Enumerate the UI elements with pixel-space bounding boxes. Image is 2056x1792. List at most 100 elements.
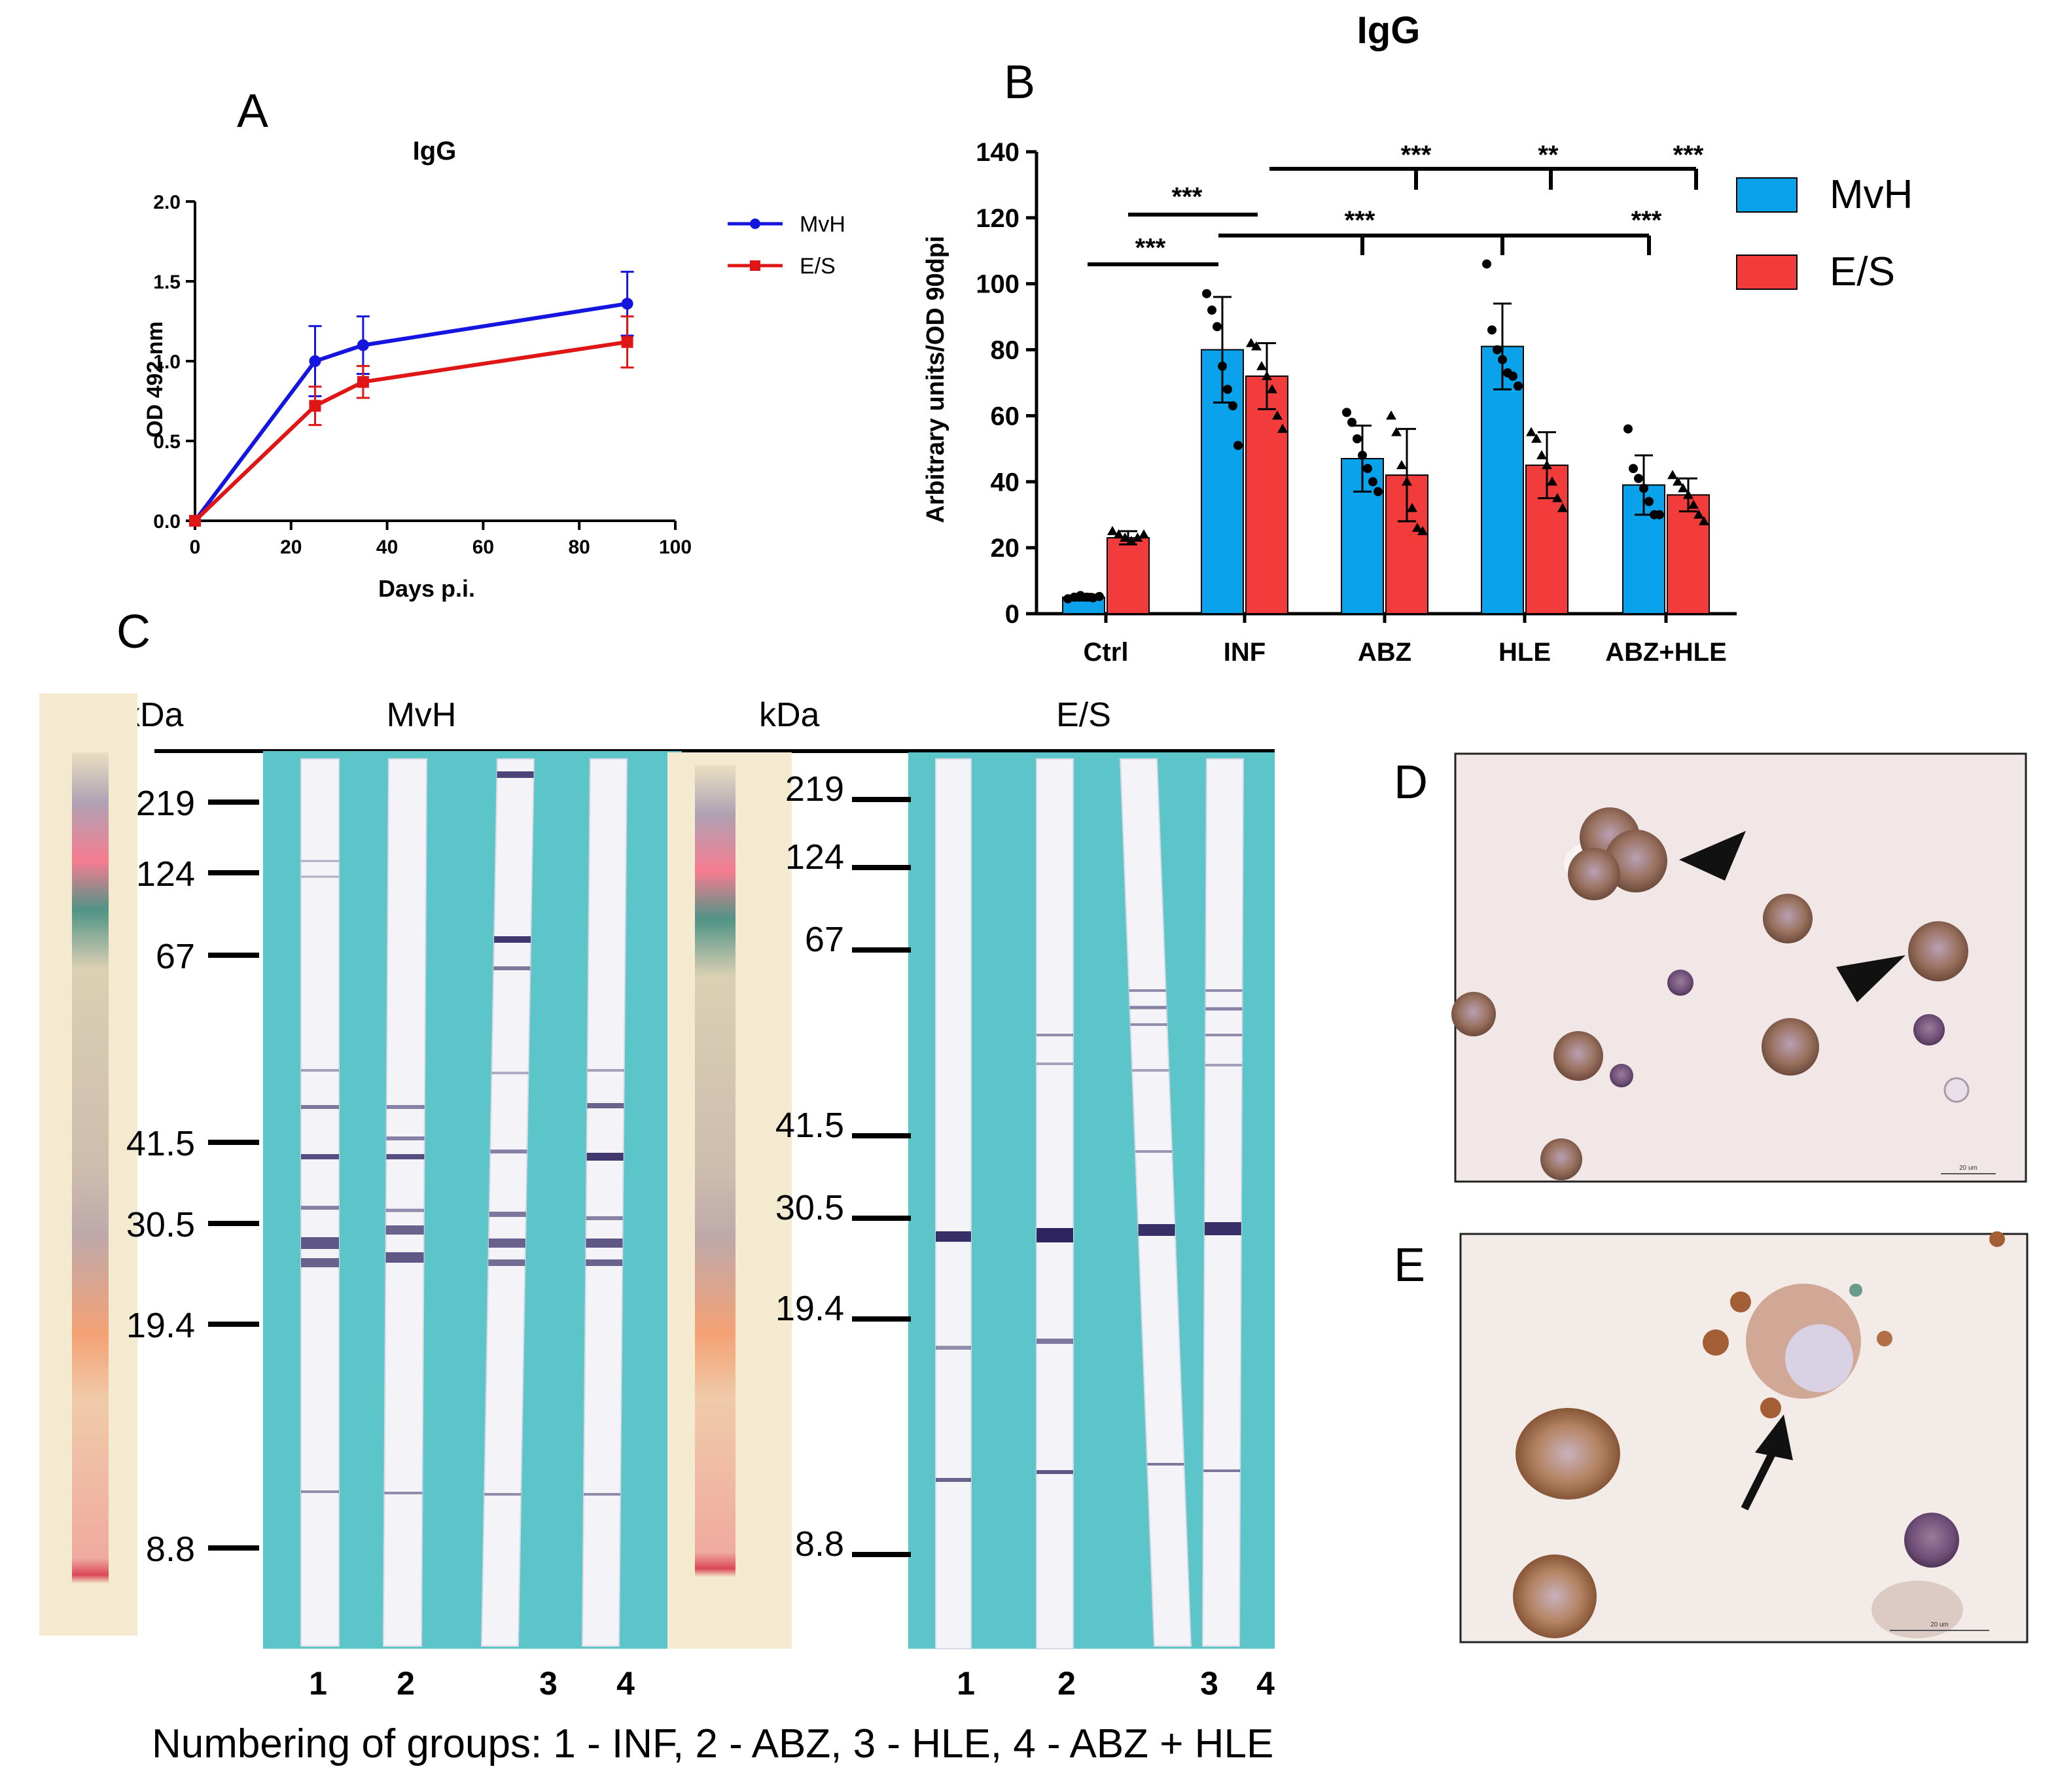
cell-d-3 <box>1568 848 1620 900</box>
blot-right-marker-label: 19.4 <box>775 1289 844 1328</box>
blot-left-band <box>587 1069 624 1072</box>
cell-d-5 <box>1908 921 1968 981</box>
blot-right-band <box>1037 1063 1073 1065</box>
blot-left-strips <box>300 758 628 1647</box>
blot-left-strip-2 <box>382 758 428 1647</box>
chart-b-datapoint <box>1386 410 1396 420</box>
chart-b-datapoint <box>1639 483 1648 493</box>
blot-left-strip-4 <box>581 758 628 1647</box>
cell-e-vacuole <box>1785 1324 1853 1392</box>
blot-left-band <box>385 1252 424 1263</box>
blot-right-strip-2 <box>1036 758 1074 1649</box>
chart-b-datapoint <box>1113 529 1124 538</box>
chart-b-datapoint <box>1272 410 1283 420</box>
blot-left-marker-label: 124 <box>136 854 195 894</box>
blot-right-marker-label: 124 <box>785 837 844 877</box>
blot-left-band <box>490 1150 527 1153</box>
blot-right-band <box>1037 1228 1073 1242</box>
blot-right-strips <box>935 758 1245 1649</box>
chart-b-category-label: INF <box>1224 638 1266 667</box>
blot-left-band <box>301 1258 339 1267</box>
blot-right-band <box>1130 1023 1167 1026</box>
chart-b-datapoint <box>1233 440 1243 450</box>
blot-left-band <box>493 966 531 970</box>
chart-b-category-label: HLE <box>1498 638 1551 667</box>
panel-a: A IgG Days p.i. OD 492 nm 0.0 0.5 1.0 1.5 2.… <box>143 85 845 602</box>
chart-a-point <box>357 339 369 351</box>
chart-a-series-line-MvH <box>193 302 628 522</box>
blot-left-lane-number: 3 <box>539 1665 558 1702</box>
chart-b-datapoint <box>1407 502 1417 512</box>
blot-left-band <box>489 1212 526 1217</box>
chart-b-datapoint <box>1508 371 1517 381</box>
chart-b-datapoint <box>1223 385 1232 395</box>
chart-a-ytick-label: 0.0 <box>153 511 181 533</box>
legend-a-mvh-label: MvH <box>800 212 845 237</box>
blot-left-marker-label: 67 <box>156 937 195 976</box>
chart-b-datapoint <box>1623 424 1633 434</box>
chart-b-datapoint <box>1262 370 1272 380</box>
blot-left-marker-label: 41.5 <box>126 1124 195 1163</box>
chart-b-datapoint <box>1353 434 1362 444</box>
blot-right-band <box>1129 1006 1167 1010</box>
blot-right-markers: 219 124 67 41.5 30.5 19.4 8.8 <box>775 769 911 1564</box>
panel-b: B IgG Arbitrary units/OD 90dpi 0 20 40 60 80… <box>922 9 1913 667</box>
blot-right-kda-label: kDa <box>759 696 820 734</box>
blot-right-band <box>1037 1339 1073 1344</box>
cell-d-10 <box>1913 1014 1945 1045</box>
chart-b-significance-label: *** <box>1135 234 1166 262</box>
blot-left-lane-numbers: 1 2 3 4 <box>309 1665 635 1702</box>
blot-left-band <box>386 1136 425 1140</box>
chart-b-datapoint <box>1688 499 1699 509</box>
blot-left-marker-label: 219 <box>136 784 195 823</box>
blot-left-band <box>301 1490 339 1493</box>
blot-right-band <box>1037 1034 1073 1036</box>
chart-b-ytick-label: 140 <box>976 138 1019 167</box>
chart-b-datapoint <box>1673 476 1683 486</box>
chart-a-plot: 0.0 0.5 1.0 1.5 2.0 0 20 40 60 80 100 <box>153 192 692 558</box>
blot-right-band <box>1037 1470 1073 1474</box>
blot-right-band <box>1205 989 1243 992</box>
chart-b-bar-E/S-ABZ+HLE <box>1667 494 1710 615</box>
cell-e-bleb-1 <box>1703 1329 1729 1356</box>
chart-b-datapoint <box>1683 489 1693 499</box>
cell-e-4 <box>1871 1581 1963 1638</box>
cell-e-3 <box>1513 1555 1597 1638</box>
blot-left-band <box>586 1153 624 1161</box>
chart-b-category-label: ABZ+HLE <box>1605 638 1727 667</box>
cell-e-bleb-4 <box>1877 1331 1892 1346</box>
legend-b-mvh-label: MvH <box>1830 172 1913 217</box>
arrowhead-d-2-icon <box>1836 955 1905 1002</box>
panel-d: D 20 um <box>1394 752 2027 1183</box>
blot-left-band <box>488 1239 525 1248</box>
blot-right-lane-number: 2 <box>1057 1665 1076 1702</box>
chart-b-ytick-label: 40 <box>991 468 1020 497</box>
chart-b-datapoint <box>1634 474 1643 483</box>
panel-c: C kDa MvH kDa E/S 2191246741.530.519.48.… <box>39 606 1275 1766</box>
blot-mvh-label: MvH <box>387 696 457 734</box>
blot-right-lane-number: 4 <box>1256 1665 1275 1702</box>
chart-b-datapoint <box>1213 322 1222 332</box>
chart-a-point <box>621 336 633 348</box>
chart-b-ylabel: Arbitrary units/OD 90dpi <box>922 236 949 523</box>
chart-b-bar-E/S-Ctrl <box>1107 537 1150 614</box>
blot-left-marker-label: 19.4 <box>126 1306 195 1345</box>
chart-a-xtick-label: 0 <box>190 536 201 558</box>
chart-b-datapoint <box>1542 460 1552 470</box>
blot-left-band <box>301 1154 339 1159</box>
blot-left-band <box>301 1069 339 1072</box>
chart-a-xtick-label: 40 <box>376 536 398 558</box>
chart-b-datapoint <box>1536 449 1547 459</box>
chart-b-ytick-label: 80 <box>991 336 1020 365</box>
blot-left-lane-number: 2 <box>397 1665 415 1702</box>
blot-left-band <box>301 1237 339 1249</box>
chart-b-datapoint <box>1644 497 1654 506</box>
chart-b-datapoint <box>1246 338 1256 347</box>
chart-b-datapoint <box>1526 427 1536 436</box>
cell-d-7 <box>1451 992 1496 1036</box>
chart-b-datapoint <box>1547 476 1557 486</box>
chart-b-significance-label: *** <box>1172 183 1203 211</box>
blot-right-marker-label: 41.5 <box>775 1106 844 1145</box>
chart-b-datapoint <box>1368 477 1377 487</box>
